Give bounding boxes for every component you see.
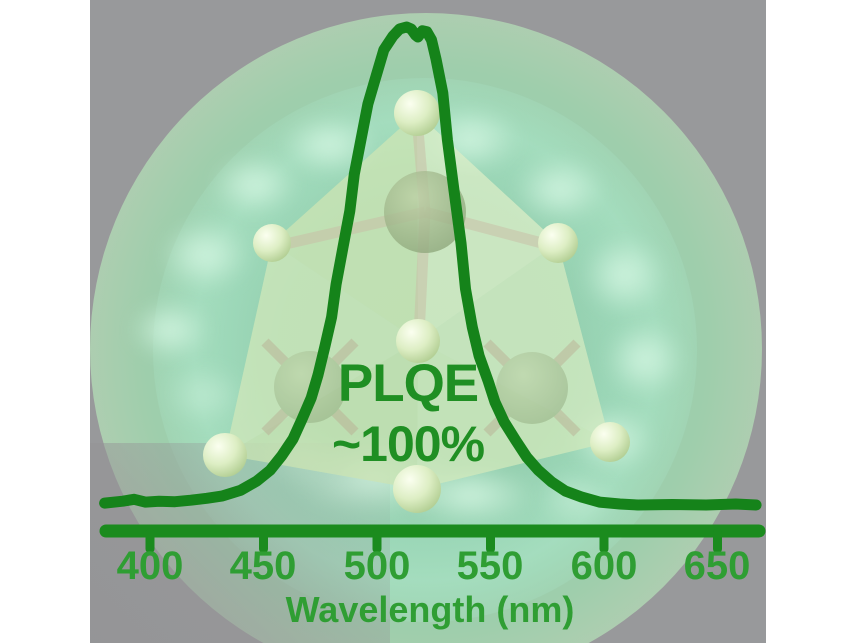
glow-blob [605, 322, 685, 397]
atom-sphere [393, 465, 441, 513]
x-axis-label: Wavelength (nm) [285, 589, 575, 630]
x-axis [99, 524, 766, 554]
glow-blob [165, 365, 245, 425]
central-atom-sphere [384, 171, 466, 253]
x-tick-label: 650 [683, 544, 751, 588]
glow-blob [130, 300, 210, 360]
corner-shadow [90, 443, 390, 643]
x-tick-label: 450 [229, 544, 297, 588]
glow-blob [582, 235, 667, 315]
atom-sphere [203, 433, 247, 477]
octahedron-cluster-graphic [203, 90, 630, 513]
glow-blob [160, 220, 250, 290]
glow-blob [212, 155, 297, 215]
atom-sphere [538, 223, 578, 263]
plqe-label: PLQE [337, 354, 479, 413]
plqe-value: ~100% [331, 416, 485, 472]
x-tick-label: 600 [570, 544, 638, 588]
x-tick-label: 400 [116, 544, 184, 588]
x-tick-label: 550 [456, 544, 524, 588]
emission-curve [99, 21, 762, 511]
adjacent-unit [483, 339, 581, 437]
atom-sphere [253, 224, 291, 262]
atom-sphere [394, 90, 440, 136]
x-tick-label: 500 [343, 544, 411, 588]
atom-sphere [590, 422, 630, 462]
atom-sphere [396, 319, 440, 363]
glow-blob [515, 157, 605, 222]
central-atom-sphere [496, 352, 568, 424]
